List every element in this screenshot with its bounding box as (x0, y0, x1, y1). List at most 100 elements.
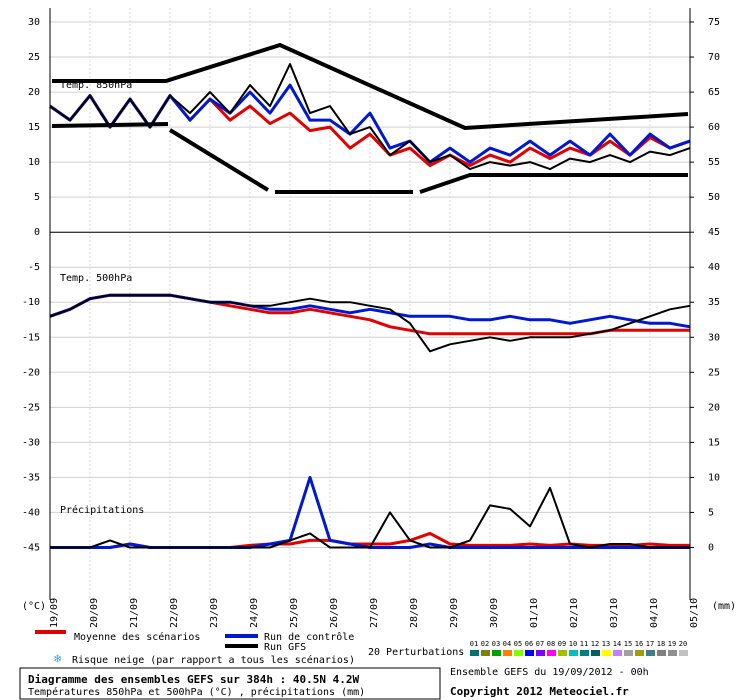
y2-tick-label: 45 (708, 227, 720, 238)
chart-title: Diagramme des ensembles GEFS sur 384h : … (28, 673, 360, 686)
perturbation-number: 02 (481, 640, 489, 648)
perturbation-number: 18 (657, 640, 665, 648)
perturbation-number: 09 (558, 640, 566, 648)
x-tick-label: 29/09 (449, 598, 460, 628)
y2-tick-label: 65 (708, 87, 720, 98)
perturbation-number: 03 (492, 640, 500, 648)
perturbation-swatch (492, 650, 501, 656)
perturbation-number: 04 (503, 640, 511, 648)
y2-tick-label: 15 (708, 437, 720, 448)
series-line (50, 486, 690, 549)
perturbation-swatch (536, 650, 545, 656)
perturbation-number: 13 (602, 640, 610, 648)
perturbations-label: 20 Perturbations (368, 647, 464, 658)
perturbation-swatch (569, 650, 578, 656)
perturbation-swatch (679, 650, 688, 656)
y-tick-label: -30 (22, 437, 40, 448)
perturbation-swatch (591, 650, 600, 656)
x-tick-label: 26/09 (329, 598, 340, 628)
x-tick-label: 04/10 (649, 598, 660, 628)
x-tick-label: 23/09 (209, 598, 220, 628)
y2-tick-label: 5 (708, 507, 714, 518)
perturbation-number: 16 (635, 640, 643, 648)
y2-tick-label: 60 (708, 122, 720, 133)
y2-tick-label: 30 (708, 332, 720, 343)
x-tick-label: 28/09 (409, 598, 420, 628)
perturbation-number: 15 (624, 640, 632, 648)
perturbation-swatch (547, 650, 556, 656)
y-tick-label: -15 (22, 332, 40, 343)
trend-lower-drop (168, 128, 270, 192)
perturbation-swatch (657, 650, 666, 656)
perturbation-swatch (635, 650, 644, 656)
perturbation-number: 20 (679, 640, 687, 648)
trend-lower-left (51, 122, 169, 128)
trend-upper (52, 42, 689, 131)
y2-tick-label: 25 (708, 367, 720, 378)
title-box (19, 667, 441, 700)
y-tick-label: -35 (22, 472, 40, 483)
legend-label: Run GFS (264, 642, 306, 653)
y-tick-label: 0 (34, 227, 40, 238)
perturbation-swatch (580, 650, 589, 656)
perturbation-swatch (624, 650, 633, 656)
plot-area: Temp. 850hPa Temp. 500hPa Précipitations (49, 63, 691, 549)
x-tick-label: 02/10 (569, 598, 580, 628)
y2-tick-label: 75 (708, 17, 720, 28)
perturbation-swatch (558, 650, 567, 656)
perturbation-swatch (525, 650, 534, 656)
perturbation-number: 19 (668, 640, 676, 648)
perturbation-legend: 01 02 03 04 05 06 07 08 09 10 11 12 13 14 15 16 17 18 19 20 (470, 640, 688, 656)
x-tick-label: 19/09 (49, 598, 60, 628)
y-tick-label: -40 (22, 507, 40, 518)
perturbation-number: 14 (613, 640, 621, 648)
y-tick-label: -45 (22, 542, 40, 553)
panel-label: Temp. 500hPa (60, 273, 132, 284)
legend-label: Moyenne des scénarios (74, 631, 200, 643)
y-tick-label: 5 (34, 192, 40, 203)
panel-label: Précipitations (60, 504, 144, 516)
snow-legend: Risque neige (par rapport a tous les scé… (72, 654, 355, 666)
x-tick-label: 05/10 (689, 598, 700, 628)
y-axis-unit: (°C) (22, 601, 46, 612)
chart-subtitle: Températures 850hPa et 500hPa (°C) , pré… (28, 686, 365, 698)
legend-label: Run de contrôle (264, 631, 354, 643)
y-tick-label: 10 (28, 157, 40, 168)
series-line (49, 294, 691, 353)
y-tick-label: -20 (22, 367, 40, 378)
panel-label: Temp. 850hPa (60, 80, 132, 91)
y2-tick-label: 20 (708, 402, 720, 413)
y2-axis-unit: (mm) (712, 601, 736, 612)
perturbation-number: 11 (580, 640, 588, 648)
y2-tick-label: 50 (708, 192, 720, 203)
x-tick-label: 01/10 (529, 598, 540, 628)
x-tick-label: 22/09 (169, 598, 180, 628)
perturbation-swatch (503, 650, 512, 656)
perturbation-swatch (470, 650, 479, 656)
perturbation-number: 10 (569, 640, 577, 648)
grid (49, 8, 691, 600)
x-tick-label: 24/09 (249, 598, 260, 628)
perturbation-number: 06 (525, 640, 533, 648)
y2-tick-label: 40 (708, 262, 720, 273)
y-tick-label: 25 (28, 52, 40, 63)
perturbation-swatch (602, 650, 611, 656)
x-tick-label: 03/10 (609, 598, 620, 628)
snow-icon: ❄ (54, 652, 61, 666)
run-info: Ensemble GEFS du 19/09/2012 - 00h (450, 667, 649, 678)
copyright: Copyright 2012 Meteociel.fr (450, 685, 629, 698)
perturbation-number: 07 (536, 640, 544, 648)
y-tick-label: -25 (22, 402, 40, 413)
perturbation-number: 12 (591, 640, 599, 648)
x-tick-label: 21/09 (129, 598, 140, 628)
perturbation-swatch (646, 650, 655, 656)
y-tick-label: 20 (28, 87, 40, 98)
y2-tick-label: 70 (708, 52, 720, 63)
series-line (49, 63, 691, 171)
x-tick-label: 30/09 (489, 598, 500, 628)
y-tick-label: 30 (28, 17, 40, 28)
y-tick-label: -5 (28, 262, 40, 273)
y-tick-label: 15 (28, 122, 40, 133)
x-tick-label: 25/09 (289, 598, 300, 628)
